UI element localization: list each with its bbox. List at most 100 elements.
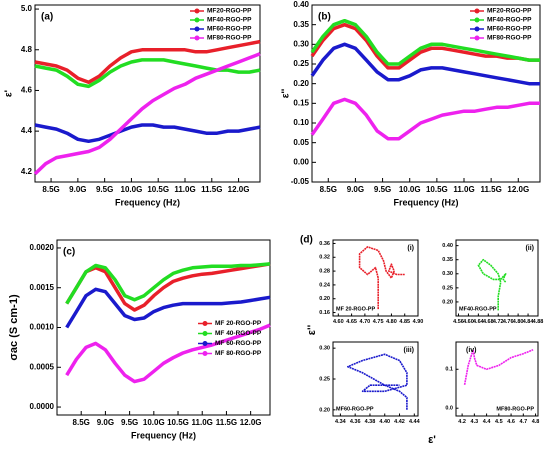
series-line bbox=[463, 348, 534, 385]
y-tick-label: 4.4 bbox=[21, 126, 33, 135]
series-line bbox=[310, 18, 540, 66]
series-line bbox=[358, 246, 405, 310]
legend-marker bbox=[474, 17, 480, 23]
legend-marker bbox=[474, 35, 480, 41]
y-tick-label: 0.25 bbox=[293, 59, 309, 68]
panel-label: (a) bbox=[41, 12, 53, 23]
plot-frame bbox=[455, 239, 539, 317]
legend-label: MF 80-RGO-PP bbox=[215, 350, 262, 357]
x-tick-label: 4.76 bbox=[503, 319, 514, 325]
y-tick-label: 5.0 bbox=[21, 4, 33, 13]
x-tick-label: 4.4 bbox=[483, 419, 492, 425]
y-tick-label: -0.05 bbox=[291, 177, 310, 186]
legend-label: MF 60-RGO-PP bbox=[215, 340, 262, 347]
y-tick-label: 0.15 bbox=[293, 98, 309, 107]
x-tick-label: 10.0G bbox=[121, 185, 143, 194]
legend-marker bbox=[202, 351, 208, 356]
y-tick-label: 0.30 bbox=[442, 271, 453, 277]
x-tick-label: 4.64 bbox=[473, 319, 485, 325]
y-tick-label: 0.20 bbox=[319, 407, 330, 413]
legend-marker bbox=[194, 26, 200, 32]
legend-label: MF60-RGO-PP bbox=[487, 26, 532, 33]
legend-label: MF80-RGO-PP bbox=[487, 35, 532, 42]
series-label: MF60-RGO-PP bbox=[336, 406, 374, 412]
x-tick-label: 4.84 bbox=[523, 319, 535, 325]
x-axis-label: ε' bbox=[428, 434, 436, 446]
x-tick-label: 4.68 bbox=[483, 319, 494, 325]
series-line bbox=[65, 287, 271, 329]
series-line bbox=[34, 39, 261, 85]
x-tick-label: 4.5 bbox=[495, 419, 503, 425]
x-tick-label: 11.0G bbox=[192, 418, 213, 427]
y-tick-label: 0.25 bbox=[319, 376, 330, 382]
series-line bbox=[34, 58, 261, 89]
x-tick-label: 9.5G bbox=[96, 185, 113, 194]
series-label: MF40-RGO-PP bbox=[459, 306, 497, 312]
x-tick-label: 8.5G bbox=[73, 418, 90, 427]
legend-label: MF 40-RGO-PP bbox=[215, 330, 262, 337]
y-axis-label: ε'' bbox=[281, 89, 292, 99]
legend-marker bbox=[202, 341, 208, 346]
y-tick-label: 0.0015 bbox=[30, 283, 55, 292]
y-tick-label: 0.30 bbox=[319, 346, 330, 352]
x-tick-label: 4.8 bbox=[532, 419, 540, 425]
x-tick-label: 12.0G bbox=[228, 185, 250, 194]
panel-label: (c) bbox=[63, 247, 75, 258]
x-tick-label: 12.0G bbox=[240, 418, 262, 427]
y-axis-label: σac (S cm-1) bbox=[8, 294, 20, 361]
y-tick-label: 0.40 bbox=[293, 0, 309, 9]
y-tick-label: 0.32 bbox=[319, 255, 330, 261]
legend-marker bbox=[194, 8, 200, 14]
x-tick-label: 4.80 bbox=[513, 319, 524, 325]
plot-frame bbox=[332, 239, 419, 317]
x-tick-label: 4.75 bbox=[373, 319, 384, 325]
x-tick-label: 9.0G bbox=[97, 418, 114, 427]
x-tick-label: 11.5G bbox=[201, 185, 222, 194]
y-axis-label: ε'' bbox=[306, 324, 318, 335]
y-tick-label: 4.6 bbox=[21, 86, 33, 95]
series-label: MF80-RGO-PP bbox=[496, 406, 534, 412]
series-line bbox=[310, 97, 540, 141]
series-label: MF 20-RGO-PP bbox=[336, 306, 375, 312]
legend-marker bbox=[474, 8, 480, 14]
y-tick-label: 0.40 bbox=[442, 243, 453, 249]
y-tick-label: 0.28 bbox=[319, 269, 330, 275]
x-tick-label: 4.70 bbox=[360, 319, 371, 325]
x-axis-label: Frequency (Hz) bbox=[393, 197, 458, 207]
x-tick-label: 4.56 bbox=[453, 319, 464, 325]
x-tick-label: 4.85 bbox=[399, 319, 410, 325]
series-line bbox=[65, 262, 271, 312]
panel-label: (i) bbox=[407, 245, 414, 252]
y-axis-label: ε' bbox=[4, 90, 15, 97]
x-tick-label: 9.5G bbox=[374, 185, 391, 194]
y-tick-label: 0.36 bbox=[319, 241, 330, 247]
y-tick-label: 0.0020 bbox=[30, 243, 55, 252]
y-tick-label: 0.20 bbox=[293, 79, 309, 88]
x-tick-label: 4.44 bbox=[409, 419, 421, 425]
x-axis-label: Frequency (Hz) bbox=[131, 430, 196, 440]
legend-marker bbox=[202, 321, 208, 326]
x-tick-label: 12.0G bbox=[507, 185, 529, 194]
x-tick-label: 11.5G bbox=[480, 185, 501, 194]
legend-marker bbox=[194, 35, 200, 41]
series-line bbox=[346, 353, 408, 410]
legend-marker bbox=[194, 17, 200, 23]
y-tick-label: 4.2 bbox=[21, 167, 33, 176]
x-tick-label: 10.0G bbox=[399, 185, 421, 194]
plot-frame bbox=[455, 341, 539, 417]
y-tick-label: 0.25 bbox=[442, 285, 453, 291]
legend-label: MF80-RGO-PP bbox=[207, 35, 252, 42]
x-tick-label: 10.5G bbox=[147, 185, 169, 194]
x-tick-label: 4.3 bbox=[471, 419, 479, 425]
x-tick-label: 10.5G bbox=[426, 185, 448, 194]
legend-label: MF60-RGO-PP bbox=[207, 26, 252, 33]
legend-label: MF40-RGO-PP bbox=[487, 17, 532, 24]
x-tick-label: 4.80 bbox=[386, 319, 397, 325]
series-line bbox=[65, 262, 271, 305]
series-line bbox=[34, 123, 261, 144]
series-line bbox=[65, 323, 271, 384]
plot-frame bbox=[311, 4, 541, 183]
legend-label: MF20-RGO-PP bbox=[207, 8, 252, 15]
series-line bbox=[477, 258, 507, 311]
